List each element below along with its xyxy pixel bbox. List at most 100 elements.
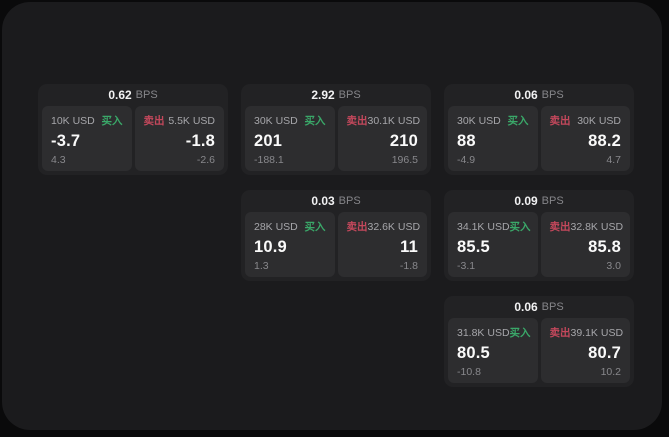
buy-panel[interactable]: 10K USD 买入 -3.7 4.3 (42, 106, 132, 171)
sell-amount: 5.5K USD (168, 114, 215, 127)
buy-amount: 30K USD (457, 114, 501, 127)
sell-panel[interactable]: 卖出 5.5K USD -1.8 -2.6 (134, 106, 224, 171)
sell-sub-value: 196.5 (391, 153, 418, 166)
buy-panel[interactable]: 34.1K USD 买入 85.5 -3.1 (448, 212, 538, 277)
sell-panel-header: 卖出 30.1K USD (346, 113, 421, 128)
card-header: 2.92 BPS (241, 84, 431, 106)
bps-unit-label: BPS (541, 301, 564, 313)
sell-sub-value: 4.7 (606, 153, 621, 166)
sell-price: 11 (400, 238, 418, 256)
buy-price: -3.7 (51, 132, 81, 150)
buy-price: 10.9 (254, 238, 287, 256)
card-body: 28K USD 买入 10.9 1.3 卖出 32.6K USD 11 -1.8 (241, 212, 431, 281)
buy-sub-value: -3.1 (457, 259, 476, 272)
buy-sub-value: -10.8 (457, 365, 481, 378)
quote-card: 0.06 BPS 31.8K USD 买入 80.5 -10.8 卖出 39.1… (444, 296, 634, 387)
bps-unit-label: BPS (541, 89, 564, 101)
sell-price: 80.7 (588, 344, 621, 362)
card-header: 0.06 BPS (444, 296, 634, 318)
bps-value: 2.92 (311, 88, 335, 102)
buy-panel-header: 34.1K USD 买入 (457, 219, 531, 234)
bps-value: 0.06 (514, 88, 538, 102)
buy-price: 85.5 (457, 238, 490, 256)
buy-panel[interactable]: 30K USD 买入 201 -188.1 (245, 106, 335, 171)
bps-value: 0.03 (311, 194, 335, 208)
sell-amount: 32.6K USD (367, 220, 421, 233)
sell-price: 85.8 (588, 238, 621, 256)
card-header: 0.62 BPS (38, 84, 228, 106)
card-body: 31.8K USD 买入 80.5 -10.8 卖出 39.1K USD 80.… (444, 318, 634, 387)
sell-sub-value: 10.2 (600, 365, 621, 378)
sell-price: 210 (389, 132, 418, 150)
card-body: 30K USD 买入 201 -188.1 卖出 30.1K USD 210 1… (241, 106, 431, 175)
sell-panel-header: 卖出 39.1K USD (549, 325, 624, 340)
sell-panel[interactable]: 卖出 30.1K USD 210 196.5 (337, 106, 427, 171)
dashboard-panel: 0.62 BPS 10K USD 买入 -3.7 4.3 卖出 5.5K USD… (2, 2, 662, 430)
bps-value: 0.09 (514, 194, 538, 208)
sell-sub-value: -1.8 (399, 259, 418, 272)
cards-grid: 0.62 BPS 10K USD 买入 -3.7 4.3 卖出 5.5K USD… (38, 84, 634, 387)
buy-tag: 买入 (304, 221, 326, 233)
quote-card: 0.62 BPS 10K USD 买入 -3.7 4.3 卖出 5.5K USD… (38, 84, 228, 175)
buy-amount: 28K USD (254, 220, 298, 233)
buy-amount: 34.1K USD (457, 220, 510, 233)
card-header: 0.06 BPS (444, 84, 634, 106)
buy-sub-value: -188.1 (254, 153, 284, 166)
buy-price: 201 (254, 132, 283, 150)
buy-panel[interactable]: 31.8K USD 买入 80.5 -10.8 (448, 318, 538, 383)
quote-card: 0.06 BPS 30K USD 买入 88 -4.9 卖出 30K USD 8… (444, 84, 634, 175)
sell-tag: 卖出 (346, 115, 368, 127)
buy-price: 80.5 (457, 344, 490, 362)
buy-panel[interactable]: 28K USD 买入 10.9 1.3 (245, 212, 335, 277)
quote-card: 2.92 BPS 30K USD 买入 201 -188.1 卖出 30.1K … (241, 84, 431, 175)
buy-panel-header: 30K USD 买入 (457, 113, 529, 128)
buy-amount: 30K USD (254, 114, 298, 127)
card-body: 30K USD 买入 88 -4.9 卖出 30K USD 88.2 4.7 (444, 106, 634, 175)
sell-amount: 39.1K USD (570, 326, 624, 339)
sell-panel[interactable]: 卖出 32.8K USD 85.8 3.0 (540, 212, 630, 277)
buy-tag: 买入 (507, 115, 529, 127)
bps-unit-label: BPS (541, 195, 564, 207)
sell-amount: 30K USD (577, 114, 621, 127)
bps-unit-label: BPS (338, 195, 361, 207)
buy-sub-value: 1.3 (254, 259, 269, 272)
sell-tag: 卖出 (549, 115, 571, 127)
buy-tag: 买入 (101, 115, 123, 127)
card-header: 0.09 BPS (444, 190, 634, 212)
sell-tag: 卖出 (143, 115, 165, 127)
buy-sub-value: -4.9 (457, 153, 476, 166)
buy-price: 88 (457, 132, 476, 150)
buy-tag: 买入 (509, 327, 531, 339)
buy-amount: 31.8K USD (457, 326, 510, 339)
buy-sub-value: 4.3 (51, 153, 66, 166)
sell-panel-header: 卖出 5.5K USD (144, 113, 216, 128)
sell-price: -1.8 (185, 132, 215, 150)
buy-panel-header: 28K USD 买入 (254, 219, 326, 234)
buy-panel[interactable]: 30K USD 买入 88 -4.9 (448, 106, 538, 171)
sell-price: 88.2 (588, 132, 621, 150)
bps-value: 0.62 (108, 88, 132, 102)
sell-tag: 卖出 (549, 221, 571, 233)
buy-panel-header: 31.8K USD 买入 (457, 325, 531, 340)
sell-sub-value: -2.6 (196, 153, 215, 166)
buy-panel-header: 30K USD 买入 (254, 113, 326, 128)
sell-panel[interactable]: 卖出 39.1K USD 80.7 10.2 (540, 318, 630, 383)
quote-card: 0.03 BPS 28K USD 买入 10.9 1.3 卖出 32.6K US… (241, 190, 431, 281)
sell-tag: 卖出 (549, 327, 571, 339)
buy-amount: 10K USD (51, 114, 95, 127)
sell-amount: 30.1K USD (367, 114, 421, 127)
bps-value: 0.06 (514, 300, 538, 314)
bps-unit-label: BPS (135, 89, 158, 101)
sell-panel-header: 卖出 32.8K USD (549, 219, 624, 234)
quote-card: 0.09 BPS 34.1K USD 买入 85.5 -3.1 卖出 32.8K… (444, 190, 634, 281)
buy-tag: 买入 (304, 115, 326, 127)
sell-panel[interactable]: 卖出 30K USD 88.2 4.7 (540, 106, 630, 171)
sell-sub-value: 3.0 (606, 259, 621, 272)
bps-unit-label: BPS (338, 89, 361, 101)
buy-tag: 买入 (509, 221, 531, 233)
card-header: 0.03 BPS (241, 190, 431, 212)
sell-amount: 32.8K USD (570, 220, 624, 233)
buy-panel-header: 10K USD 买入 (51, 113, 123, 128)
sell-panel-header: 卖出 32.6K USD (347, 219, 421, 234)
sell-panel[interactable]: 卖出 32.6K USD 11 -1.8 (337, 212, 427, 277)
